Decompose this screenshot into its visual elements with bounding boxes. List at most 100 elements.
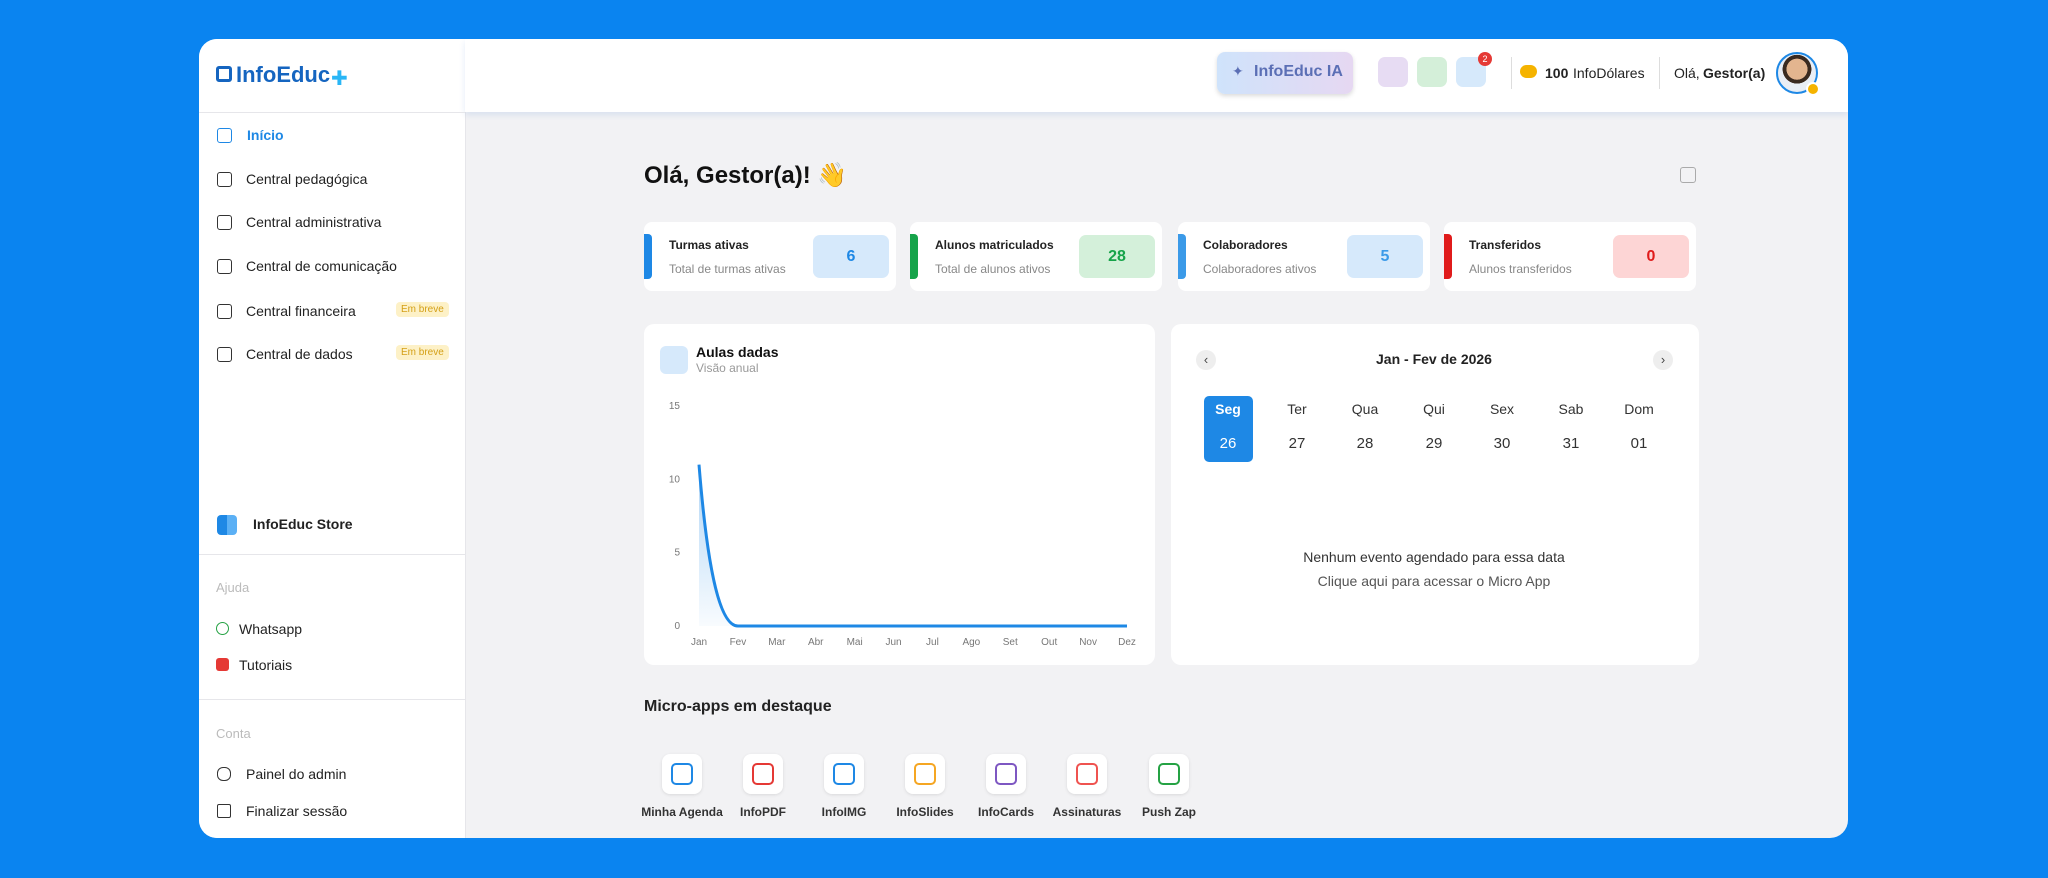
ai-icon: ✦ (1232, 63, 1244, 79)
stat-subtitle: Total de alunos ativos (935, 262, 1051, 276)
app-icon (833, 763, 855, 785)
app-label[interactable]: InfoCards (977, 805, 1034, 819)
day-date[interactable]: 26 (1219, 435, 1237, 452)
day-name[interactable]: Qui (1423, 401, 1445, 417)
topbar-divider (1659, 57, 1660, 89)
stat-value: 6 (813, 235, 889, 278)
app-icon (1158, 763, 1180, 785)
day-date[interactable]: 31 (1562, 435, 1580, 452)
menu-item[interactable]: Central financeira (246, 303, 356, 319)
stat-accent (1178, 234, 1186, 279)
app-label[interactable]: InfoIMG (821, 805, 867, 819)
calendar-link[interactable]: Clique aqui para acessar o Micro App (1317, 573, 1551, 589)
store[interactable]: InfoEduc Store (253, 516, 353, 532)
app-label[interactable]: InfoSlides (896, 805, 954, 819)
chart-card (644, 324, 1155, 665)
icon-button[interactable] (1417, 57, 1447, 87)
status-dot (1806, 82, 1820, 96)
app-tile[interactable] (662, 754, 702, 794)
app-icon (995, 763, 1017, 785)
menu-badge: Em breve (396, 302, 449, 317)
x-tick-label: Out (1041, 637, 1057, 648)
ai-button-label[interactable]: InfoEduc IA (1254, 63, 1343, 80)
day-date[interactable]: 28 (1356, 435, 1374, 452)
x-tick-label: Dez (1118, 637, 1136, 648)
day-date[interactable]: 30 (1493, 435, 1511, 452)
cal-next[interactable]: › (1653, 350, 1673, 370)
stat-value: 0 (1613, 235, 1689, 278)
stat-accent (910, 234, 918, 279)
x-tick-label: Set (1003, 637, 1018, 648)
day-date[interactable]: 01 (1630, 435, 1648, 452)
ai-button[interactable] (1217, 52, 1353, 94)
day-name[interactable]: Sab (1558, 401, 1584, 417)
day-selected[interactable] (1204, 396, 1253, 462)
user-greeting: Olá, (1674, 65, 1700, 81)
app-tile[interactable] (905, 754, 945, 794)
help-icon (216, 622, 229, 635)
account-icon (217, 767, 231, 781)
menu-icon (217, 215, 232, 230)
app-tile[interactable] (1067, 754, 1107, 794)
store-icon (217, 515, 237, 535)
coin-icon (1520, 65, 1537, 78)
cal-prev[interactable]: ‹ (1196, 350, 1216, 370)
x-tick-label: Abr (808, 637, 824, 648)
greeting: Olá, Gestor(a)! 👋 (644, 162, 848, 189)
calendar-card (1171, 324, 1699, 665)
stat-accent (1444, 234, 1452, 279)
menu-icon (217, 172, 232, 187)
day-name[interactable]: Qua (1351, 401, 1379, 417)
app-label[interactable]: InfoPDF (740, 805, 786, 819)
app-tile[interactable] (986, 754, 1026, 794)
avatar[interactable] (1776, 52, 1818, 94)
app-tile[interactable] (743, 754, 783, 794)
app-tile[interactable] (1149, 754, 1189, 794)
app-label[interactable]: Minha Agenda (641, 805, 723, 819)
app-label[interactable]: Assinaturas (1052, 805, 1122, 819)
sidebar-divider (199, 699, 465, 700)
stat-title: Turmas ativas (669, 238, 749, 252)
menu-icon (217, 347, 232, 362)
app-tile[interactable] (824, 754, 864, 794)
sidebar (199, 39, 466, 838)
app-icon (671, 763, 693, 785)
account-item[interactable]: Finalizar sessão (246, 803, 348, 819)
menu-item[interactable]: Central pedagógica (246, 171, 368, 187)
icon-button[interactable] (1378, 57, 1408, 87)
x-tick-label: Mar (768, 637, 786, 648)
x-tick-label: Jun (885, 637, 901, 648)
section-title: Ajuda (216, 580, 250, 595)
day-date[interactable]: 27 (1288, 435, 1306, 452)
x-tick-label: Ago (962, 637, 980, 648)
menu-item[interactable]: Central administrativa (246, 214, 382, 230)
x-tick-label: Jul (926, 637, 939, 648)
sidebar-divider (199, 554, 465, 555)
y-tick-label: 0 (674, 621, 680, 632)
menu-item[interactable]: Central de dados (246, 346, 353, 362)
section-title: Conta (216, 726, 251, 741)
calendar-title: Jan - Fev de 2026 (1376, 351, 1492, 367)
menu-item[interactable]: Central de comunicação (246, 258, 397, 274)
account-item[interactable]: Painel do admin (246, 766, 347, 782)
day-name[interactable]: Sex (1489, 401, 1515, 417)
stat-title: Alunos matriculados (935, 238, 1054, 252)
edit-icon[interactable] (1680, 167, 1696, 183)
help-item[interactable]: Whatsapp (239, 621, 303, 637)
day-name[interactable]: Ter (1287, 401, 1307, 417)
help-item[interactable]: Tutoriais (239, 657, 293, 673)
y-tick-label: 5 (674, 548, 680, 559)
user-name: Gestor(a) (1703, 65, 1766, 81)
coins-label: InfoDólares (1573, 65, 1645, 81)
day-name[interactable]: Seg (1215, 401, 1241, 417)
chart-subtitle: Visão anual (696, 361, 759, 375)
x-tick-label: Jan (691, 637, 707, 648)
x-tick-label: Fev (730, 637, 747, 648)
menu-icon (217, 128, 232, 143)
topbar (465, 39, 1848, 112)
stat-subtitle: Alunos transferidos (1469, 262, 1572, 276)
menu-item[interactable]: Início (247, 127, 284, 143)
day-date[interactable]: 29 (1425, 435, 1443, 452)
app-label[interactable]: Push Zap (1141, 805, 1196, 819)
day-name[interactable]: Dom (1624, 401, 1654, 417)
